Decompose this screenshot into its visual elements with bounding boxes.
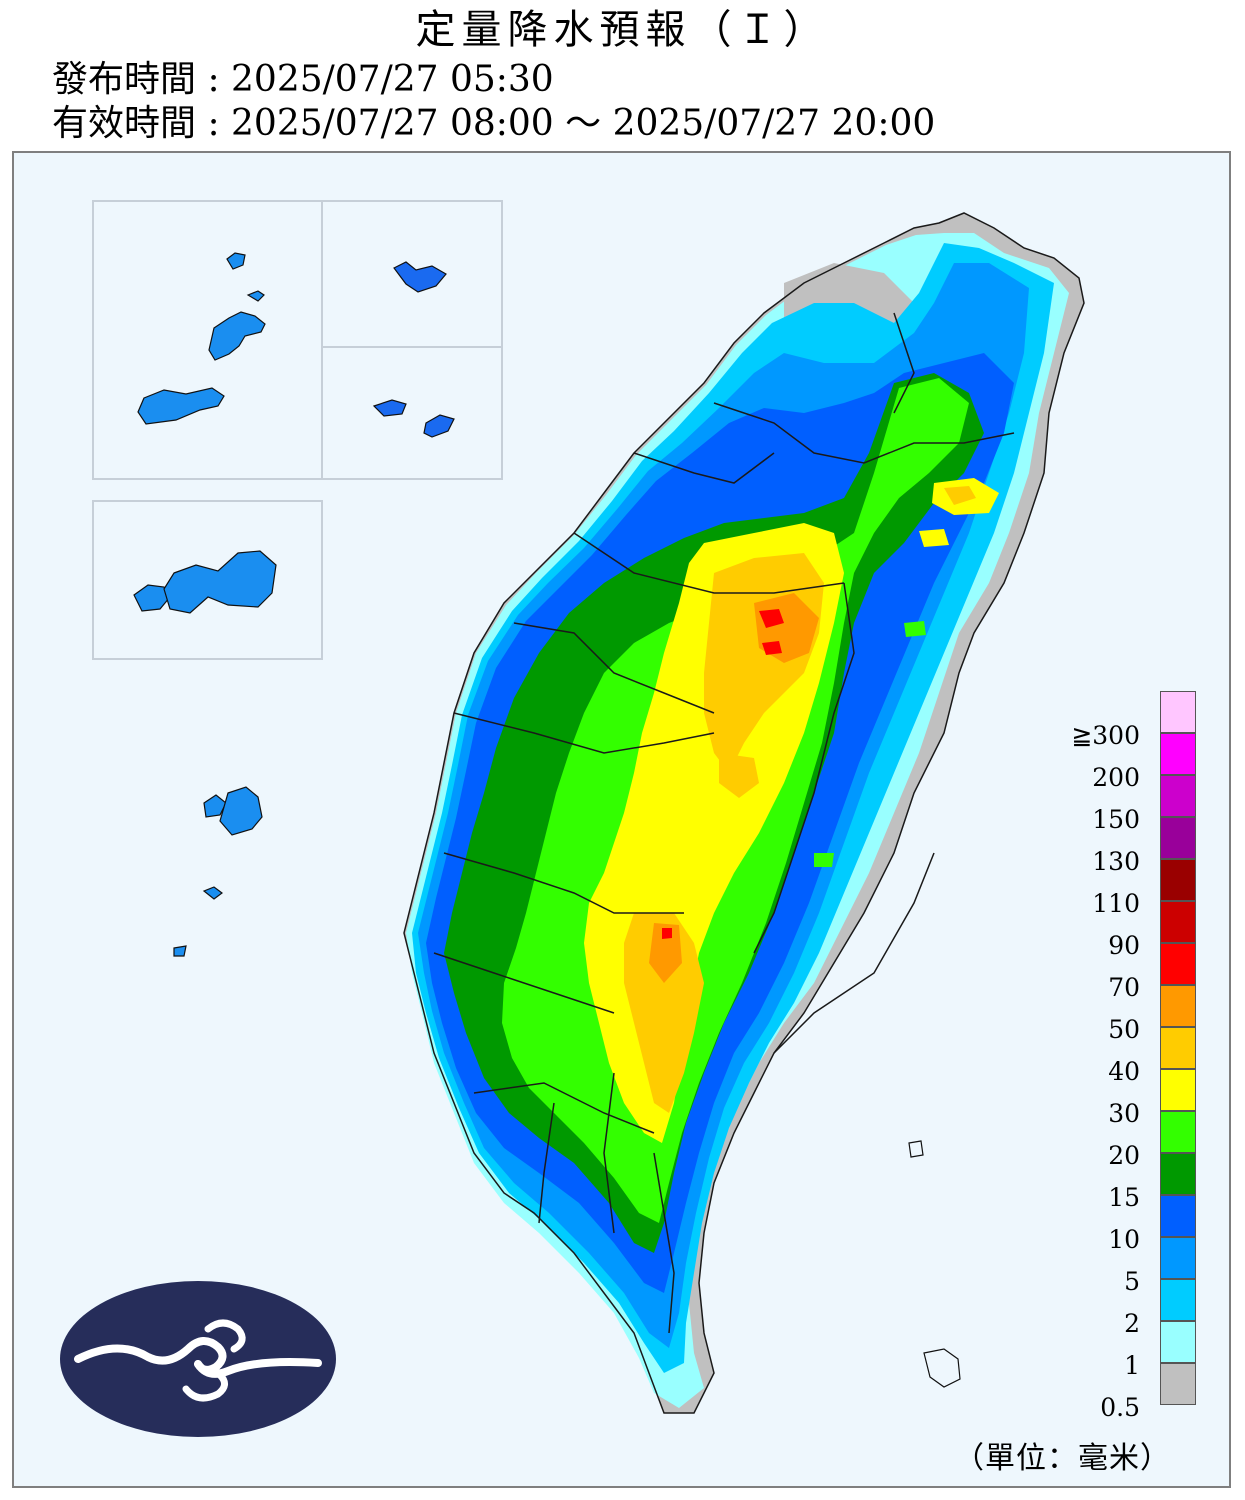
small-islands bbox=[908, 1140, 961, 1388]
legend-unit: （單位：毫米） bbox=[954, 1441, 1171, 1476]
legend-swatch bbox=[1160, 691, 1196, 733]
kinmen-islands bbox=[133, 550, 277, 614]
legend-label: 200 bbox=[1092, 763, 1140, 792]
legend-swatch bbox=[1160, 1153, 1196, 1195]
inset-box-kinmen bbox=[92, 500, 323, 660]
rain-40-ne bbox=[944, 486, 976, 505]
matsu-islands bbox=[137, 252, 266, 425]
map-title: 定量降水預報（Ｉ） bbox=[415, 7, 830, 53]
inset-islands-right bbox=[372, 261, 455, 438]
rain-70-south bbox=[662, 928, 672, 939]
rain-40-south bbox=[624, 913, 704, 1113]
valid-time: 有效時間 : 2025/07/27 08:00 ～ 2025/07/27 20:… bbox=[52, 103, 936, 144]
legend-swatch bbox=[1160, 1321, 1196, 1363]
rain-70 bbox=[759, 609, 784, 628]
legend-label: 2 bbox=[1124, 1309, 1140, 1338]
legend-label: 150 bbox=[1092, 805, 1140, 834]
rain-20-e2 bbox=[814, 853, 834, 867]
legend-label: 110 bbox=[1092, 889, 1140, 918]
legend-label: 40 bbox=[1108, 1057, 1140, 1086]
county-boundaries bbox=[403, 212, 1085, 1414]
legend-swatch bbox=[1160, 1111, 1196, 1153]
legend-label: 1 bbox=[1124, 1351, 1140, 1380]
legend-label: ≧300 bbox=[1071, 721, 1140, 750]
legend-label: 50 bbox=[1108, 1015, 1140, 1044]
inset-box-matsu bbox=[92, 200, 323, 480]
rain-20-e bbox=[904, 621, 926, 637]
legend-swatch bbox=[1160, 775, 1196, 817]
legend-swatch bbox=[1160, 1237, 1196, 1279]
legend-swatch bbox=[1160, 859, 1196, 901]
legend-swatch bbox=[1160, 1069, 1196, 1111]
legend-label: 0.5 bbox=[1100, 1393, 1140, 1422]
map-frame[interactable]: ≧300 200 150 130 110 90 70 50 40 30 20 15 10 5 2 1 0.5 （… bbox=[12, 151, 1231, 1488]
taiwan-rainfall bbox=[404, 213, 1084, 1413]
legend-swatch bbox=[1160, 1363, 1196, 1405]
rainfall-map[interactable] bbox=[14, 153, 1231, 1488]
legend-label: 70 bbox=[1108, 973, 1140, 1002]
legend-swatch bbox=[1160, 901, 1196, 943]
legend-label: 10 bbox=[1108, 1225, 1140, 1254]
legend-swatch bbox=[1160, 985, 1196, 1027]
legend-swatch bbox=[1160, 733, 1196, 775]
legend-label: 30 bbox=[1108, 1099, 1140, 1128]
rain-40-mid bbox=[719, 753, 759, 798]
legend-label: 90 bbox=[1108, 931, 1140, 960]
legend-label: 15 bbox=[1108, 1183, 1140, 1212]
rain-50-south bbox=[649, 923, 682, 983]
legend-swatch bbox=[1160, 1195, 1196, 1237]
legend-label: 20 bbox=[1108, 1141, 1140, 1170]
rain-30-ne2 bbox=[919, 529, 949, 547]
cwa-logo bbox=[60, 1281, 336, 1437]
legend-label: 5 bbox=[1124, 1267, 1140, 1296]
rain-70b bbox=[762, 641, 782, 655]
legend-swatch bbox=[1160, 817, 1196, 859]
legend-swatch bbox=[1160, 943, 1196, 985]
issue-time: 發布時間 : 2025/07/27 05:30 bbox=[52, 59, 554, 100]
inset-box-kinmen-east bbox=[321, 346, 503, 480]
penghu-islands bbox=[173, 786, 263, 957]
legend-label: 130 bbox=[1092, 847, 1140, 876]
legend-swatch bbox=[1160, 1279, 1196, 1321]
legend-swatch bbox=[1160, 1027, 1196, 1069]
